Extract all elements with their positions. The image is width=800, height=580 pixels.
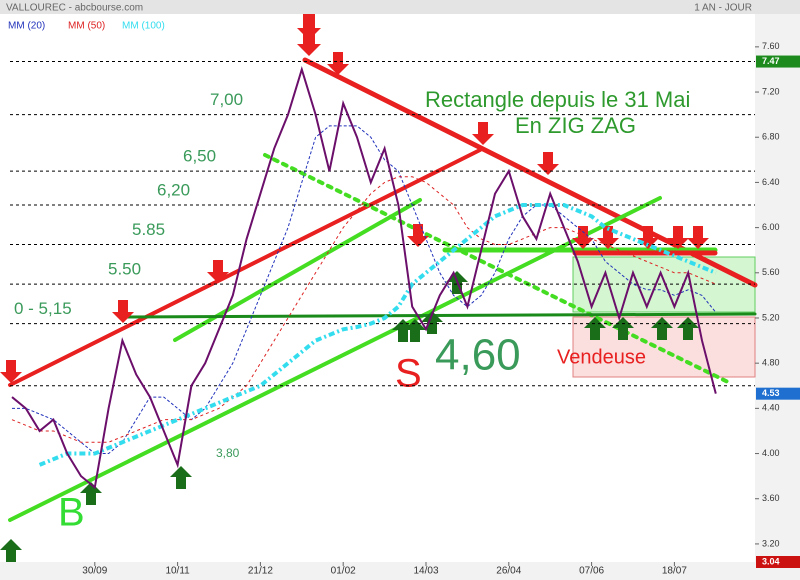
level-label: 7,00 bbox=[210, 90, 243, 109]
y-tick-label: 6.80 bbox=[762, 132, 780, 142]
x-tick-label: 21/12 bbox=[248, 566, 273, 577]
trend-line bbox=[263, 153, 732, 385]
sell-arrow bbox=[297, 14, 321, 56]
legend-label: MM (50) bbox=[68, 21, 105, 32]
level-label: 5.85 bbox=[132, 220, 165, 239]
x-tick-label: 01/02 bbox=[331, 566, 356, 577]
x-tick-label: 18/07 bbox=[662, 566, 687, 577]
trend-lines bbox=[8, 57, 758, 522]
arrows bbox=[0, 14, 709, 562]
chart-title: VALLOUREC - abcbourse.com bbox=[6, 3, 143, 14]
price-badge bbox=[756, 55, 800, 68]
annotation: En ZIG ZAG bbox=[515, 113, 636, 138]
x-tick-label: 07/06 bbox=[579, 566, 604, 577]
y-tick-label: 6.00 bbox=[762, 222, 780, 232]
annotation: S bbox=[395, 352, 422, 396]
y-tick-label: 4.40 bbox=[762, 403, 780, 413]
y-tick-label: 5.60 bbox=[762, 267, 780, 277]
y-axis-panel bbox=[755, 14, 800, 566]
x-tick-label: 26/04 bbox=[496, 566, 521, 577]
price-line bbox=[11, 66, 717, 490]
y-tick-label: 7.60 bbox=[762, 41, 780, 51]
y-tick-label: 3.60 bbox=[762, 493, 780, 503]
legend-label: MM (100) bbox=[122, 21, 165, 32]
level-label: 6,50 bbox=[183, 147, 216, 166]
moving-average bbox=[38, 203, 717, 467]
level-label: 6,20 bbox=[157, 180, 190, 199]
x-tick-label: 10/11 bbox=[165, 566, 190, 577]
annotation: Rectangle depuis le 31 Mai bbox=[425, 87, 690, 112]
x-tick-label: 14/03 bbox=[413, 566, 438, 577]
level-label: 5.50 bbox=[108, 260, 141, 279]
header-bar bbox=[0, 0, 800, 14]
y-tick-label: 4.00 bbox=[762, 448, 780, 458]
y-tick-label: 4.80 bbox=[762, 358, 780, 368]
y-tick-label: 6.40 bbox=[762, 177, 780, 187]
legend-label: MM (20) bbox=[8, 21, 45, 32]
moving-average bbox=[12, 125, 717, 455]
level-label: 0 - 5,15 bbox=[14, 299, 72, 318]
y-tick-label: 7.20 bbox=[762, 86, 780, 96]
level-label: 4,60 bbox=[435, 330, 521, 379]
price-badge-label: 4.53 bbox=[762, 388, 780, 398]
price-badge bbox=[756, 387, 800, 400]
price-badge-label: 7.47 bbox=[762, 56, 780, 66]
y-tick-label: 5.20 bbox=[762, 312, 780, 322]
trend-line bbox=[8, 148, 482, 387]
price-badge-label: 3.04 bbox=[762, 556, 780, 566]
x-tick-label: 30/09 bbox=[82, 566, 107, 577]
price-badge bbox=[756, 556, 800, 568]
annotation: Vendeuse bbox=[557, 346, 646, 368]
y-tick-label: 3.20 bbox=[762, 538, 780, 548]
period: 1 AN - JOUR bbox=[694, 3, 752, 14]
x-axis-panel bbox=[0, 562, 800, 580]
support-line bbox=[118, 312, 757, 319]
annotation: 3,80 bbox=[216, 446, 240, 460]
annotation: B bbox=[58, 491, 85, 535]
